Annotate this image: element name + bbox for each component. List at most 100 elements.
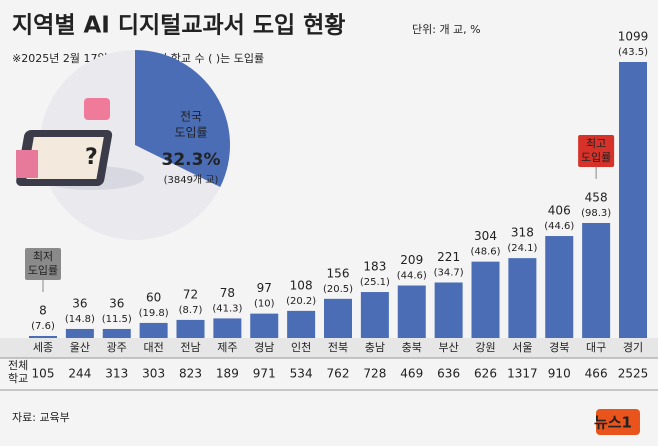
bar-value: 183 [363, 260, 386, 274]
bar-value: 36 [72, 296, 87, 310]
rate-label: (34.7) [434, 267, 464, 278]
rate-label: (44.6) [544, 221, 574, 232]
illustration: ? [16, 98, 144, 190]
bar [582, 222, 611, 338]
bar-value: 209 [400, 253, 423, 267]
bar-value: 72 [183, 287, 198, 301]
x-tick-label: 세종 [33, 341, 53, 354]
rate-label: (43.5) [618, 47, 648, 58]
category-band [0, 338, 658, 358]
bar [29, 335, 57, 338]
bar [213, 318, 242, 338]
bar-value: 304 [474, 229, 497, 243]
pie-count: (3849개 교) [164, 174, 219, 186]
callout-label: 도입률 [28, 264, 58, 277]
total-schools: 823 [179, 367, 202, 381]
unit: 단위: 개 교, % [412, 23, 481, 36]
bar-value: 458 [585, 190, 608, 204]
callout-label: 도입률 [581, 151, 611, 164]
x-tick-label: 경북 [549, 341, 569, 354]
pie-slice [135, 50, 231, 188]
logo-box [596, 409, 640, 435]
x-tick-label: 부산 [439, 341, 459, 354]
bar [360, 292, 389, 338]
total-schools: 636 [437, 367, 460, 381]
bar [397, 285, 426, 338]
total-schools: 626 [474, 367, 497, 381]
bar-value: 8 [39, 303, 47, 317]
bar-value: 406 [548, 204, 571, 218]
bar-value: 97 [257, 281, 272, 295]
books [16, 150, 38, 178]
bar [324, 298, 352, 338]
total-schools: 244 [68, 367, 91, 381]
total-schools: 189 [216, 367, 239, 381]
rate-label: (19.8) [139, 308, 169, 319]
bar [287, 310, 316, 338]
x-tick-label: 경기 [623, 341, 643, 354]
x-tick-label: 전남 [180, 341, 200, 354]
national-pie [40, 50, 231, 240]
callout-box [578, 134, 615, 167]
bar-value: 36 [109, 296, 124, 310]
pie-value: 32.3% [162, 150, 221, 170]
total-schools: 971 [253, 367, 276, 381]
x-tick-label: 대구 [586, 341, 606, 354]
bar-value: 221 [437, 250, 460, 264]
total-schools: 1317 [507, 367, 538, 381]
rate-label: (25.1) [360, 277, 390, 288]
bar [471, 261, 500, 338]
x-tick-label: 대전 [144, 341, 164, 354]
bar [102, 328, 131, 338]
bar [139, 322, 168, 338]
bar-value: 156 [327, 266, 350, 280]
rate-label: (48.6) [470, 247, 500, 258]
bar [619, 62, 647, 338]
x-tick-label: 광주 [107, 341, 127, 354]
bar [434, 282, 463, 338]
x-tick-label: 전북 [328, 341, 348, 354]
total-schools: 105 [32, 367, 55, 381]
bar [176, 319, 205, 338]
table-row-label: 전체 학교 [8, 359, 28, 385]
logo: 뉴스1 [594, 414, 632, 432]
bar [508, 258, 537, 338]
bar-value: 1099 [618, 30, 649, 44]
bar [65, 328, 94, 338]
rate-label: (14.8) [65, 314, 95, 325]
bubble [84, 98, 110, 120]
pie-label: 도입률 [174, 126, 207, 140]
bar [545, 236, 574, 338]
x-tick-label: 울산 [70, 341, 90, 354]
total-schools: 2525 [618, 367, 649, 381]
rate-label: (98.3) [581, 208, 611, 219]
bar-value: 78 [220, 286, 235, 300]
rate-label: (20.5) [323, 284, 353, 295]
total-schools: 466 [585, 367, 608, 381]
bar [250, 313, 279, 338]
rate-label: (20.2) [286, 296, 316, 307]
icon: ? [85, 145, 98, 170]
total-schools: 303 [142, 367, 165, 381]
callout-box [25, 247, 61, 280]
total-schools: 910 [548, 367, 571, 381]
rate-label: (24.1) [507, 243, 537, 254]
x-tick-label: 충남 [365, 341, 385, 354]
x-tick-label: 강원 [475, 341, 495, 354]
rate-label: (44.6) [397, 271, 427, 282]
total-schools: 762 [327, 367, 350, 381]
bar-value: 108 [290, 278, 313, 292]
chart-title: 지역별 AI 디지털교과서 도입 현황 [12, 13, 345, 39]
callout-label: 최고 [586, 137, 606, 150]
bar-value: 60 [146, 290, 161, 304]
x-tick-label: 인천 [291, 340, 311, 354]
row-label: 전체 학교 [8, 359, 28, 385]
book [26, 137, 104, 179]
pie-label: 전국 [180, 110, 202, 124]
x-tick-label: 경남 [254, 341, 274, 354]
rate-label: (10) [254, 299, 275, 310]
x-tick-label: 충북 [402, 341, 422, 354]
rate-label: (7.6) [31, 321, 55, 332]
total-schools: 313 [105, 367, 128, 381]
